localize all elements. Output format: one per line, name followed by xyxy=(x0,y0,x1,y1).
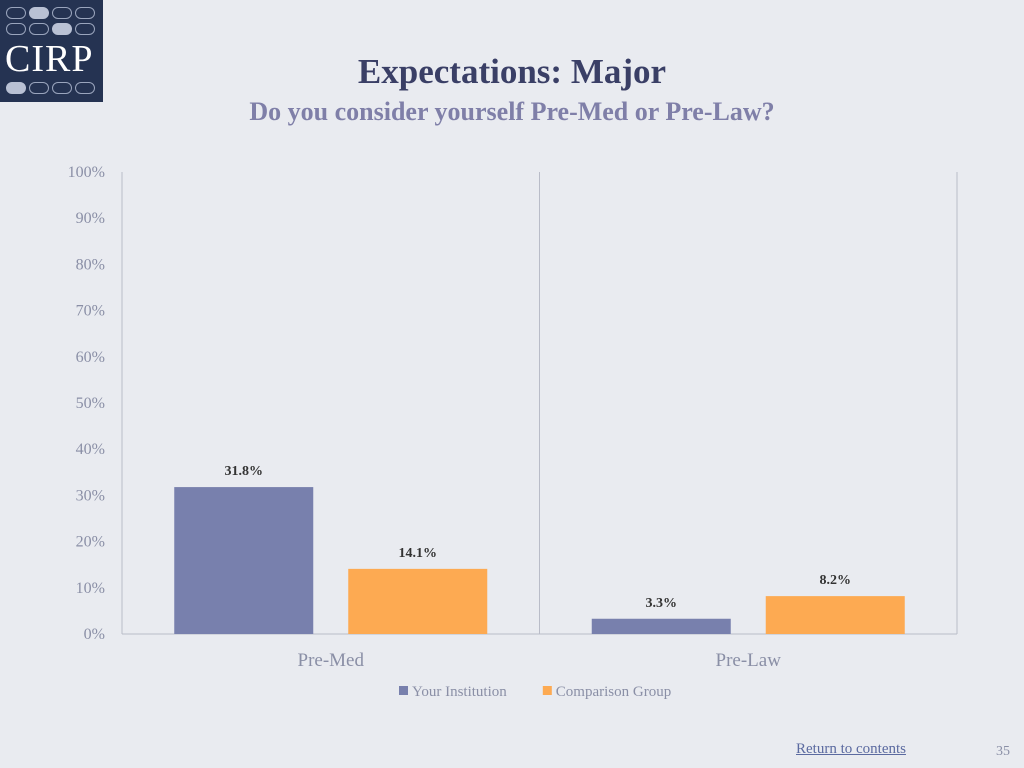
logo-pill-icon xyxy=(29,82,49,94)
logo-pill-icon xyxy=(75,23,95,35)
y-tick-label: 10% xyxy=(76,580,105,597)
data-label: 8.2% xyxy=(820,573,852,588)
slide-subtitle: Do you consider yourself Pre-Med or Pre-… xyxy=(249,97,775,126)
data-label: 3.3% xyxy=(646,596,678,611)
y-tick-label: 80% xyxy=(76,256,105,273)
cirp-logo: CIRP xyxy=(0,0,103,102)
logo-pill-icon xyxy=(75,82,95,94)
y-tick-label: 60% xyxy=(76,349,105,366)
logo-text: CIRP xyxy=(5,38,94,80)
logo-pill-icon xyxy=(75,7,95,19)
legend-label: Comparison Group xyxy=(556,684,671,700)
y-tick-label: 70% xyxy=(76,303,105,320)
logo-pill-icon xyxy=(29,23,49,35)
slide-title: Expectations: Major xyxy=(357,52,667,91)
legend-swatch xyxy=(542,686,552,695)
data-label: 31.8% xyxy=(225,464,264,479)
y-tick-label: 50% xyxy=(76,395,105,412)
logo-pill-icon xyxy=(29,7,49,19)
legend-swatch xyxy=(399,686,408,695)
bar-comparison-group xyxy=(765,596,905,634)
y-tick-label: 100% xyxy=(68,164,105,181)
y-tick-label: 40% xyxy=(76,441,105,458)
bar-your-institution xyxy=(591,618,731,634)
y-tick-label: 20% xyxy=(76,534,105,551)
logo-pill-icon xyxy=(6,23,26,35)
logo-pill-icon xyxy=(52,23,72,35)
x-category-label: Pre-Law xyxy=(716,650,782,671)
bar-your-institution xyxy=(174,487,314,634)
bar-comparison-group xyxy=(348,568,488,634)
return-to-contents-link[interactable]: Return to contents xyxy=(796,741,906,757)
y-tick-label: 0% xyxy=(84,626,105,643)
data-label: 14.1% xyxy=(399,546,438,561)
legend-label: Your Institution xyxy=(412,684,507,700)
logo-pill-icon xyxy=(52,7,72,19)
page-number: 35 xyxy=(996,744,1010,759)
y-tick-label: 90% xyxy=(76,210,105,227)
x-category-label: Pre-Med xyxy=(298,650,365,671)
y-tick-label: 30% xyxy=(76,487,105,504)
logo-pill-icon xyxy=(52,82,72,94)
logo-pill-icon xyxy=(6,7,26,19)
logo-pill-icon xyxy=(6,82,26,94)
